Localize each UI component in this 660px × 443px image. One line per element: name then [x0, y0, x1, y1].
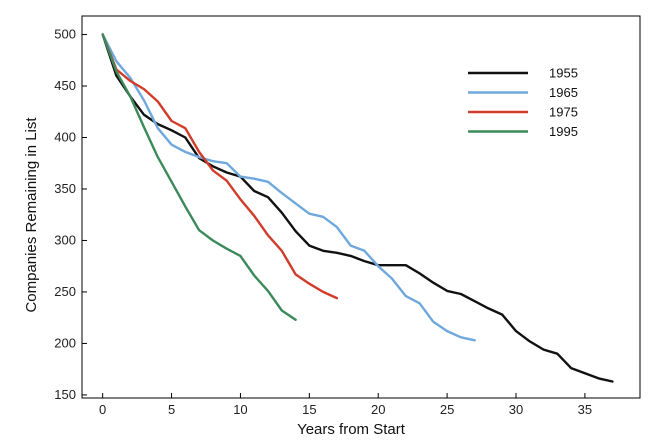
legend: 1955 1965 1975 1995	[468, 66, 578, 139]
y-tick-label: 250	[54, 284, 76, 299]
y-tick-label: 300	[54, 232, 76, 247]
series-line-1995	[101, 33, 297, 321]
y-tick-label: 350	[54, 181, 76, 196]
series-line-1975	[101, 33, 339, 300]
x-tick-label: 15	[302, 402, 316, 417]
legend-label-1995: 1995	[549, 124, 578, 139]
x-tick-label: 20	[371, 402, 385, 417]
x-tick-label: 35	[578, 402, 592, 417]
x-axis-title: Years from Start	[297, 421, 406, 438]
y-tick-label: 200	[54, 335, 76, 350]
y-axis-ticks: 150 200 250 300 350 400 450 500	[54, 27, 87, 402]
legend-label-1975: 1975	[549, 105, 578, 120]
x-tick-label: 25	[440, 402, 454, 417]
series-line-1955	[101, 33, 614, 383]
x-tick-label: 0	[99, 402, 106, 417]
legend-label-1965: 1965	[549, 85, 578, 100]
series-line-1965	[101, 33, 476, 342]
y-tick-label: 500	[54, 27, 76, 42]
x-tick-label: 10	[233, 402, 247, 417]
series-lines	[101, 33, 614, 383]
plot-frame	[81, 15, 641, 399]
y-tick-label: 150	[54, 387, 76, 402]
y-axis-title: Companies Remaining in List	[23, 117, 40, 313]
y-tick-label: 450	[54, 78, 76, 93]
x-axis-ticks: 0 5 10 15 20 25 30 35	[99, 393, 592, 417]
x-tick-label: 30	[509, 402, 523, 417]
legend-label-1955: 1955	[549, 66, 578, 81]
y-tick-label: 400	[54, 129, 76, 144]
x-tick-label: 5	[168, 402, 175, 417]
